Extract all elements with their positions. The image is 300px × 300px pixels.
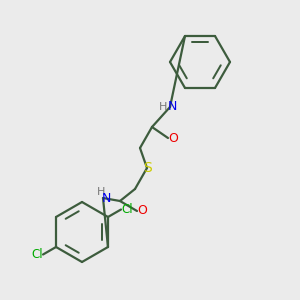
Text: S: S [142, 161, 152, 175]
Text: N: N [167, 100, 177, 113]
Text: Cl: Cl [121, 203, 133, 216]
Text: O: O [168, 131, 178, 145]
Text: Cl: Cl [31, 248, 43, 261]
Text: H: H [159, 102, 167, 112]
Text: N: N [101, 193, 111, 206]
Text: H: H [97, 187, 105, 197]
Text: O: O [137, 205, 147, 218]
